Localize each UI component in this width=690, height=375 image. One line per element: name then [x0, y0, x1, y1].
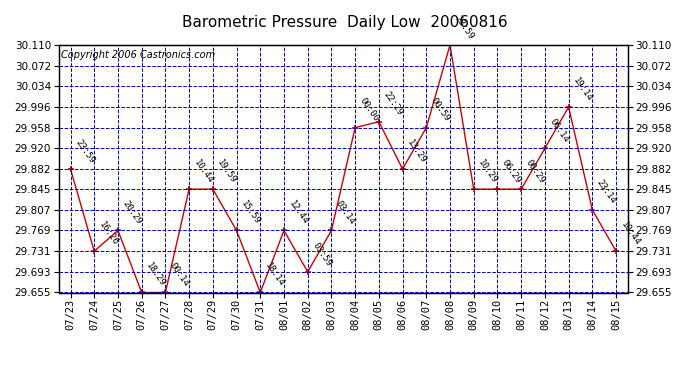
Text: 03:14: 03:14	[334, 199, 357, 226]
Text: 00:59: 00:59	[429, 96, 452, 123]
Text: Barometric Pressure  Daily Low  20060816: Barometric Pressure Daily Low 20060816	[182, 15, 508, 30]
Text: 12:44: 12:44	[287, 199, 310, 226]
Text: 00:29: 00:29	[524, 158, 546, 185]
Text: 06:29: 06:29	[500, 158, 523, 185]
Text: 19:59: 19:59	[215, 158, 238, 185]
Text: 20:29: 20:29	[121, 199, 144, 226]
Text: 00:00: 00:00	[358, 96, 381, 123]
Text: 18:29: 18:29	[144, 261, 167, 288]
Text: 19:14: 19:14	[571, 76, 594, 103]
Text: 23:14: 23:14	[595, 178, 618, 206]
Text: 23:59: 23:59	[73, 138, 96, 165]
Text: 10:44: 10:44	[192, 158, 215, 185]
Text: 18:14: 18:14	[263, 261, 286, 288]
Text: 00:14: 00:14	[168, 261, 191, 288]
Text: 16:26: 16:26	[97, 220, 120, 247]
Text: 15:59: 15:59	[239, 199, 262, 226]
Text: 10:44: 10:44	[619, 220, 642, 247]
Text: Copyright 2006 Castronics.com: Copyright 2006 Castronics.com	[61, 50, 215, 60]
Text: 13:29: 13:29	[405, 138, 428, 165]
Text: 06:14: 06:14	[548, 117, 571, 144]
Text: 23:59: 23:59	[453, 13, 475, 41]
Text: 10:29: 10:29	[477, 158, 500, 185]
Text: 03:59: 03:59	[310, 240, 333, 268]
Text: 22:29: 22:29	[382, 90, 404, 117]
